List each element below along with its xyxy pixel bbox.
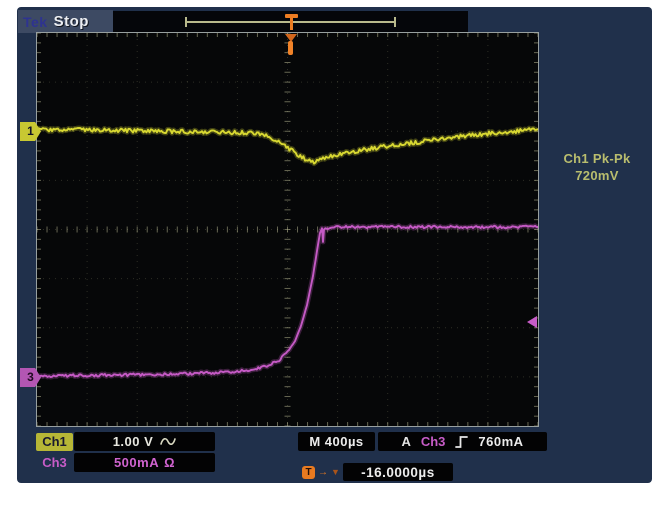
trigger-readout: A Ch3 760mA bbox=[378, 432, 547, 451]
ch1-trace-glow bbox=[37, 125, 538, 167]
ch3-scale-readout: 500mA Ω bbox=[74, 453, 215, 472]
trigger-source: Ch3 bbox=[420, 434, 446, 449]
trigger-point-arrow-icon bbox=[284, 33, 298, 57]
trigger-position-value: -16.0000µs bbox=[361, 464, 435, 480]
trigger-position-readout: T → ▼ -16.0000µs bbox=[302, 463, 453, 481]
timebase-value: M 400µs bbox=[309, 434, 364, 449]
timebase-readout: M 400µs bbox=[298, 432, 375, 451]
acquisition-status: Stop bbox=[53, 13, 89, 30]
trigger-position-bar: -16.0000µs bbox=[342, 463, 453, 481]
ohm-symbol: Ω bbox=[164, 455, 176, 470]
ch3-trace-glow bbox=[37, 223, 538, 380]
ch1-scale-value: 1.00 V bbox=[112, 434, 154, 449]
trigger-level-value: 760mA bbox=[478, 434, 524, 449]
ch1-scale-readout: 1.00 V bbox=[74, 432, 215, 451]
ac-coupling-icon bbox=[160, 438, 177, 445]
ch1-ground-marker: 1 bbox=[20, 122, 41, 141]
trigger-arrow-right-icon: → bbox=[318, 466, 328, 478]
record-bracket-right bbox=[394, 17, 396, 27]
ch3-scale-value: 500mA bbox=[113, 455, 160, 470]
ch3-ground-marker: 3 bbox=[20, 368, 41, 387]
graticule-grid bbox=[37, 33, 538, 426]
record-view-strip bbox=[113, 11, 468, 32]
trigger-down-triangle-icon: ▼ bbox=[331, 467, 340, 477]
ch1-trace bbox=[37, 127, 538, 165]
trigger-level-arrow-icon bbox=[527, 316, 537, 328]
ch3-label: Ch3 bbox=[42, 455, 67, 470]
tek-logo: Tek bbox=[23, 13, 48, 30]
ch1-label-badge: Ch1 bbox=[36, 433, 73, 451]
ch3-trace bbox=[37, 224, 538, 378]
waveform-display: 1 3 bbox=[20, 32, 539, 427]
acquisition-status-badge: Tek Stop bbox=[18, 10, 113, 33]
trigger-position-top-marker bbox=[285, 14, 298, 30]
rising-edge-icon bbox=[455, 435, 469, 448]
measurement-readout: Ch1 Pk-Pk 720mV bbox=[541, 150, 652, 184]
date-value: 30 Jan 2024 bbox=[567, 482, 647, 484]
trigger-t-icon: T bbox=[302, 465, 315, 479]
measurement-value: 720mV bbox=[575, 168, 619, 183]
datetime-readout: 30 Jan 2024 16:16:34 bbox=[567, 454, 647, 484]
trigger-prefix: A bbox=[401, 434, 411, 449]
oscilloscope-screen: Tek Stop 1 3 Ch1 Pk-Pk 720mV Ch1 1.00 V … bbox=[17, 7, 652, 483]
measurement-label: Ch1 Pk-Pk bbox=[563, 151, 631, 166]
